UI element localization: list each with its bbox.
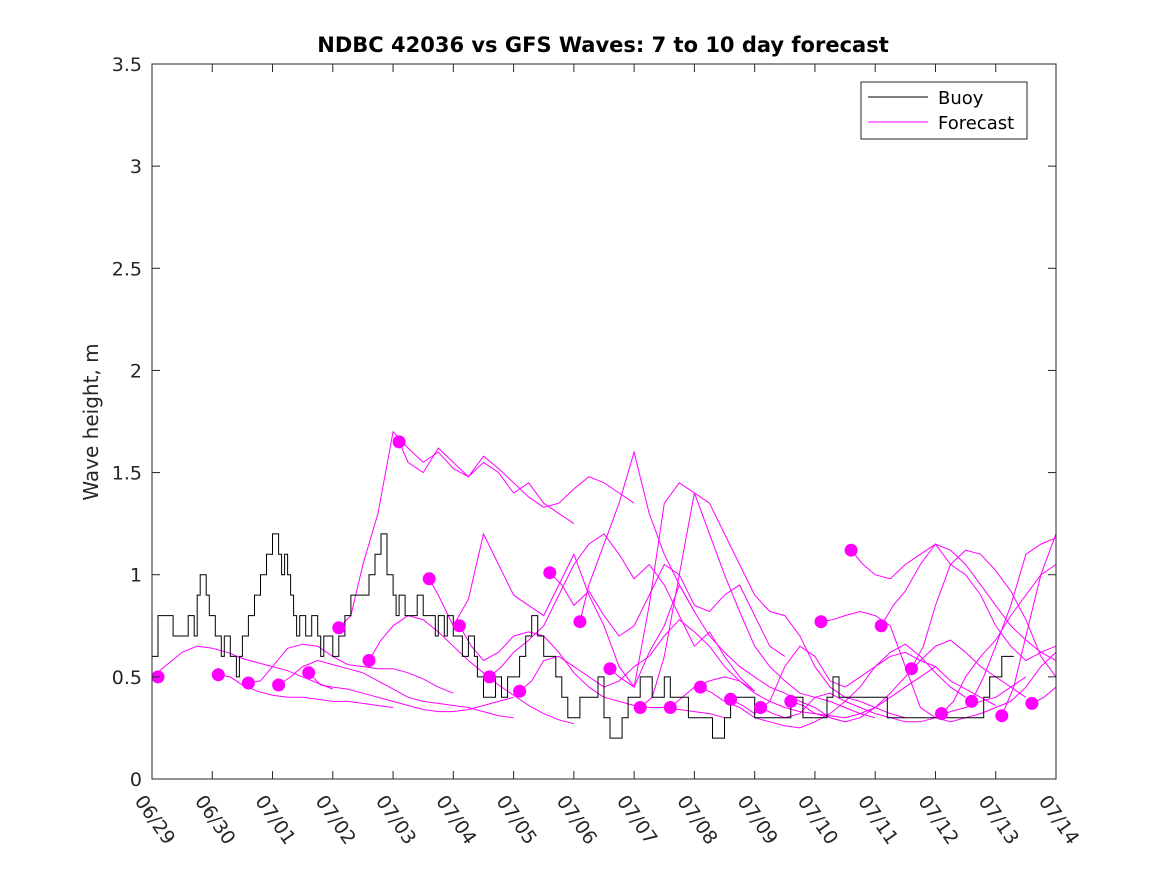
plot-background [152,64,1056,779]
forecast-line [428,532,695,689]
legend-buoy-label: Buoy [938,88,984,109]
forecast-line [278,659,514,719]
legend: Buoy Forecast [860,81,1028,140]
forecast-line [308,672,514,713]
forecast-marker [633,701,647,714]
y-tick-label: 3 [130,156,142,178]
forecast-marker [965,694,979,708]
legend-forecast-label: Forecast [938,113,1014,134]
forecast-line [730,645,996,715]
forecast-line [910,549,1057,678]
forecast-marker [603,662,617,676]
forecast-marker [211,668,225,682]
buoy-series-group [152,533,1014,739]
forecast-marker [392,435,406,449]
forecast-markers-group [151,435,1039,723]
forecast-marker [272,678,286,692]
forecast-line [549,563,786,657]
forecast-line [398,441,635,508]
forecast-marker [543,566,557,580]
forecast-line [790,639,1027,723]
forecast-marker [302,666,316,680]
forecast-marker [573,615,587,629]
forecast-line [669,666,936,719]
buoy-line [152,533,1014,739]
forecast-marker [874,619,888,633]
y-tick-label: 1.5 [112,463,142,485]
forecast-marker [452,619,466,633]
forecast-marker [362,654,376,667]
y-tick-label: 0.5 [112,667,142,689]
plot-area [151,64,1057,779]
legend-box [860,81,1028,140]
forecast-line [368,615,575,725]
forecast-line [639,492,906,719]
forecast-marker [844,543,858,557]
forecast-marker [241,676,255,690]
y-tick-label: 3.5 [112,54,142,76]
forecast-marker [332,621,346,635]
forecast-line [971,537,1057,702]
forecast-line [458,625,725,719]
forecast-marker [422,572,436,586]
y-tick-label: 0 [130,769,142,791]
y-tick-label: 1 [130,565,142,587]
forecast-line [1001,533,1057,716]
forecast-marker [904,662,918,676]
forecast-marker [814,615,828,629]
forecast-line [609,482,876,719]
y-axis-label: Wave height, m [79,343,103,500]
forecast-line [519,619,755,692]
forecast-marker [754,701,768,714]
forecast-marker [995,709,1009,723]
plot-frame [151,63,1057,780]
forecast-marker [1025,696,1039,710]
forecast-line [700,643,966,729]
forecast-line [579,450,846,723]
forecast-line [880,543,1057,661]
forecast-marker [663,701,677,714]
chart-title: NDBC 42036 vs GFS Waves: 7 to 10 day for… [317,33,888,57]
forecast-marker [513,684,527,698]
forecast-line [248,643,454,694]
forecast-line [941,564,1057,714]
forecast-line [151,645,333,690]
y-tick-label: 2 [130,360,142,382]
forecast-line [338,430,575,629]
y-axis: 0 0.5 1 1.5 2 2.5 3 3.5 [112,54,1056,791]
forecast-line [489,533,756,692]
y-tick-label: 2.5 [112,258,142,280]
forecast-marker [784,694,798,708]
forecast-marker [935,707,948,721]
forecast-marker [483,670,496,684]
forecast-marker [724,692,738,706]
forecast-marker [693,680,707,694]
